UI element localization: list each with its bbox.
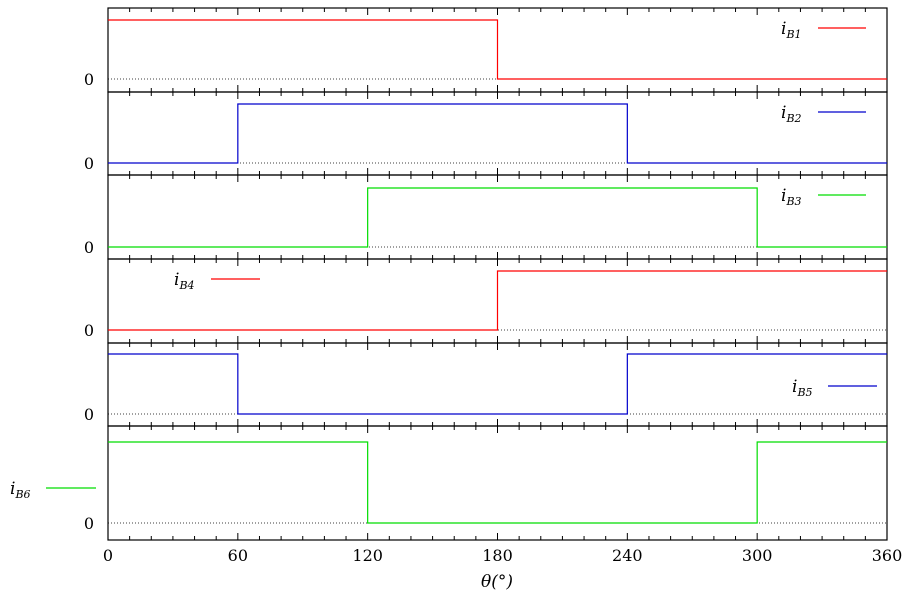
legend-label-b4: iB4 xyxy=(174,270,195,292)
panel-b4: 0 iB4 xyxy=(84,258,888,344)
x-axis-label: θ(°) xyxy=(481,572,513,592)
x-tick-label: 120 xyxy=(352,546,383,565)
zero-label: 0 xyxy=(84,154,94,173)
zero-label: 0 xyxy=(84,321,94,340)
panel-b1: 0 iB1 xyxy=(84,7,888,93)
zero-label: 0 xyxy=(84,514,94,533)
x-tick-label: 240 xyxy=(612,546,643,565)
panel-b2: 0 iB2 xyxy=(84,91,888,176)
series-line-b1 xyxy=(108,19,887,80)
x-tick-label: 180 xyxy=(482,546,513,565)
legend-label-b1: iB1 xyxy=(781,19,802,41)
legend-label-b2: iB2 xyxy=(781,103,802,125)
panel-b6: 0 iB6 xyxy=(10,425,888,541)
zero-label: 0 xyxy=(84,405,94,424)
panel-b3: 0 iB3 xyxy=(84,174,888,260)
series-line-b3 xyxy=(108,187,887,248)
x-tick-label: 360 xyxy=(872,546,903,565)
legend-label-b6: iB6 xyxy=(10,479,31,501)
x-tick-label: 60 xyxy=(228,546,248,565)
x-axis: 0 60 120 180 240 300 360 xyxy=(103,546,902,565)
legend-label-b3: iB3 xyxy=(781,186,802,208)
series-line-b6 xyxy=(108,441,887,524)
panel-b5: 0 iB5 xyxy=(84,342,888,427)
series-line-b2 xyxy=(108,103,887,164)
zero-label: 0 xyxy=(84,238,94,257)
series-line-b4 xyxy=(108,270,887,331)
zero-label: 0 xyxy=(84,70,94,89)
panels-layer: 0 iB1 0 iB2 0 iB3 0 iB4 0 iB5 0 iB6 xyxy=(10,7,888,541)
legend-label-b5: iB5 xyxy=(792,377,813,399)
x-tick-label: 0 xyxy=(103,546,113,565)
series-line-b5 xyxy=(108,353,887,415)
x-tick-label: 300 xyxy=(742,546,773,565)
